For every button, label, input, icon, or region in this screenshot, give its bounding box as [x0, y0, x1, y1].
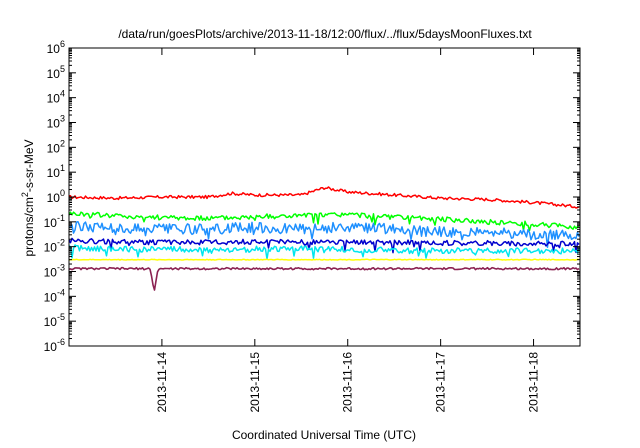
y-tick-label: 106	[47, 39, 65, 56]
y-tick-label: 104	[47, 89, 65, 106]
x-tick-label: 2013-11-15	[248, 352, 262, 413]
y-axis-label-base: protons/cm	[22, 197, 36, 256]
y-tick-label: 10-4	[44, 287, 65, 304]
y-axis: 10-6 10-5 10-4 10-3 10-2 10-1 100 101 102 103 104 1…	[44, 39, 580, 354]
series-line	[68, 258, 580, 261]
x-axis: 2013-11-14 2013-11-15 2013-11-16 2013-11-17…	[155, 48, 541, 413]
series-line	[68, 237, 580, 254]
y-tick-label: 103	[47, 114, 65, 131]
series-layer	[68, 186, 580, 291]
y-tick-label: 10-1	[44, 213, 65, 230]
y-tick-label: 101	[47, 163, 65, 180]
x-tick-label: 2013-11-14	[155, 352, 169, 413]
x-tick-label: 2013-11-16	[341, 352, 355, 413]
series-line	[69, 186, 580, 209]
y-axis-label: protons/cm2-s-sr-MeV	[20, 139, 36, 256]
y-tick-label: 10-3	[44, 263, 65, 280]
y-tick-label: 10-6	[44, 337, 65, 354]
series-line	[68, 244, 580, 260]
x-tick-label: 2013-11-17	[434, 352, 448, 413]
series-line	[68, 266, 580, 291]
y-axis-label-sup: 2	[20, 192, 30, 197]
y-tick-label: 10-2	[44, 238, 65, 255]
chart-title: /data/run/goesPlots/archive/2013-11-18/1…	[118, 27, 532, 41]
y-tick-label: 102	[47, 138, 65, 155]
series-line	[68, 211, 580, 232]
x-axis-label: Coordinated Universal Time (UTC)	[232, 428, 416, 442]
y-tick-label: 105	[47, 64, 65, 81]
x-tick-label: 2013-11-18	[527, 352, 541, 413]
y-axis-label-rest: -s-sr-MeV	[22, 139, 36, 192]
y-tick-label: 100	[47, 188, 65, 205]
y-tick-label: 10-5	[44, 312, 65, 329]
series-line	[68, 221, 580, 248]
